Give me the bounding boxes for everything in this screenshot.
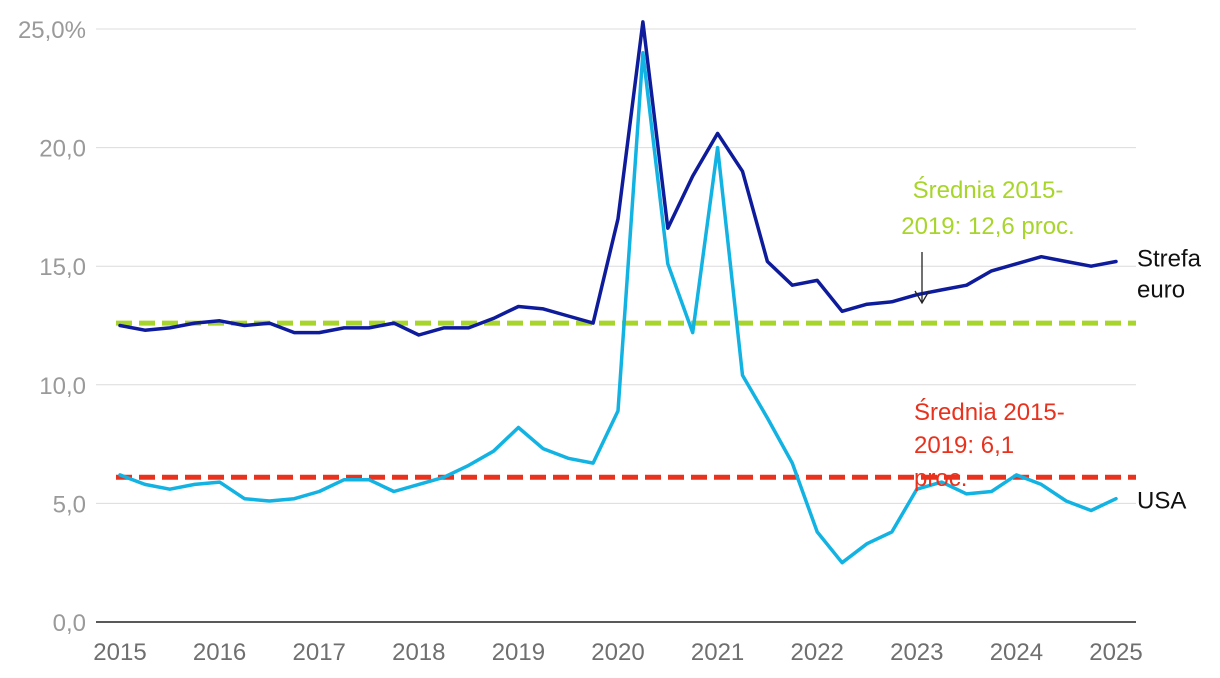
y-axis-ticks: 0,0 5,0 10,0 15,0 20,0 25,0% [18, 17, 86, 637]
x-tick-label: 2024 [990, 639, 1043, 666]
arrow-head-icon [914, 290, 930, 305]
y-tick-label: 25,0% [18, 17, 86, 44]
x-tick-label: 2017 [293, 639, 346, 666]
eurozone-series-line [118, 20, 1118, 337]
usa-average-label: Średnia 2015- [914, 398, 1065, 426]
eurozone-average-label: 2019: 12,6 proc. [901, 213, 1074, 240]
eurozone-average-label: Średnia 2015- [913, 176, 1064, 204]
y-tick-label: 20,0 [39, 136, 86, 163]
series-lines [118, 20, 1118, 565]
usa-series-line [118, 50, 1118, 565]
annotations: Strefa euro USA Średnia 2015- 2019: 12,6 pro… [901, 176, 1201, 515]
x-tick-label: 2019 [492, 639, 545, 666]
x-tick-label: 2018 [392, 639, 445, 666]
x-tick-label: 2016 [193, 639, 246, 666]
x-axis-ticks: 2015 2016 2017 2018 2019 2020 2021 2022 2023 2024… [93, 639, 1142, 666]
usa-series-label: USA [1137, 488, 1186, 515]
x-tick-label: 2022 [791, 639, 844, 666]
eurozone-series-label: euro [1137, 276, 1185, 303]
x-tick-label: 2023 [890, 639, 943, 666]
usa-average-label: 2019: 6,1 [914, 432, 1014, 459]
y-tick-label: 10,0 [39, 373, 86, 400]
eurozone-series-label: Strefa [1137, 245, 1202, 272]
y-tick-label: 5,0 [53, 491, 86, 518]
y-tick-label: 15,0 [39, 254, 86, 281]
x-tick-label: 2020 [591, 639, 644, 666]
usa-average-label: proc. [914, 465, 967, 492]
x-tick-label: 2015 [93, 639, 146, 666]
average-lines [116, 320, 1136, 480]
x-tick-label: 2025 [1089, 639, 1142, 666]
x-tick-label: 2021 [691, 639, 744, 666]
y-tick-label: 0,0 [53, 610, 86, 637]
grid-lines [96, 28, 1136, 623]
